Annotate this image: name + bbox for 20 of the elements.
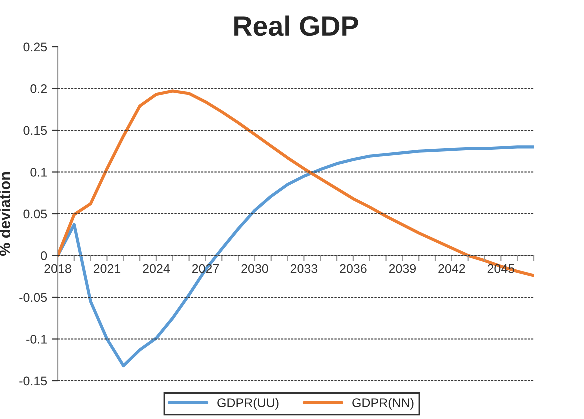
x-tick-label: 2024 [143,264,170,274]
x-tick-label: 2042 [438,264,466,274]
x-tick-label: 2036 [340,264,367,274]
legend-label: GDPR(NN) [352,398,414,410]
x-tick-label: 2030 [242,264,268,274]
y-tick-label: 0.05 [24,210,48,219]
chart-title: Real GDP [234,16,358,36]
x-tick-label: 2021 [94,264,121,274]
y-tick-label: 0.2 [30,84,47,94]
y-tick-label: 0.1 [30,168,47,177]
y-tick-label: -0.15 [20,376,48,386]
x-tick-label: 2039 [389,264,416,274]
y-tick-label: 0.25 [24,42,48,52]
y-tick-label: 0.15 [24,126,48,136]
x-tick-label: 2018 [44,264,72,274]
x-tick-label: 2033 [290,264,318,274]
y-tick-label: 0 [41,252,48,260]
y-tick-label: -0.05 [20,293,48,302]
legend-label: GDPR(UU) [218,398,279,410]
y-tick-label: -0.1 [26,335,47,344]
